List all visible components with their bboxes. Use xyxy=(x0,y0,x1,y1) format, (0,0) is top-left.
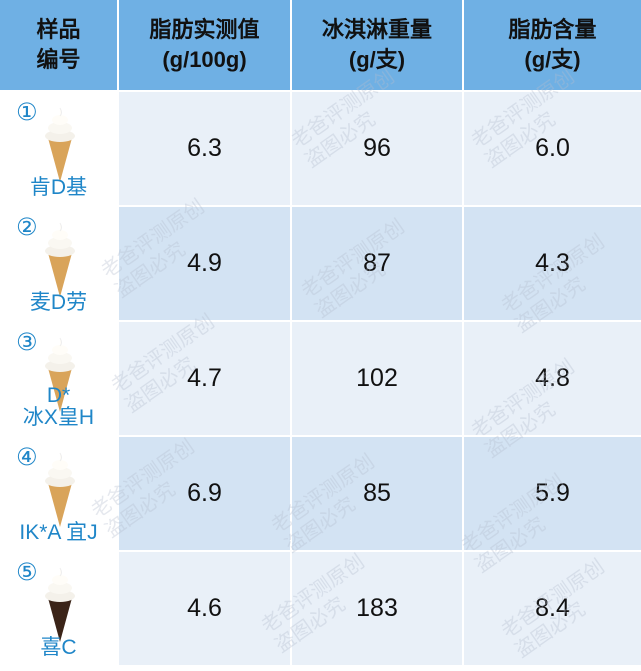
value-cell: 8.4 xyxy=(464,552,641,665)
sample-name-line: D* xyxy=(46,384,71,407)
sample-name: 肯D基 xyxy=(0,177,117,199)
header-cell: 脂肪实测值 (g/100g) xyxy=(119,0,290,90)
value-cell: 4.7 xyxy=(119,322,290,435)
ice-cream-image xyxy=(45,107,75,182)
header-text: 样品 xyxy=(36,17,81,42)
sample-name-line: 麦D劳 xyxy=(29,291,88,314)
sample-number: ③ xyxy=(16,329,38,356)
sample-name: 喜C xyxy=(0,637,117,659)
value-cell: 96 xyxy=(292,92,462,205)
sample-number: ② xyxy=(16,214,38,241)
sample-name: 麦D劳 xyxy=(0,292,117,314)
sample-cell: ③ D* 冰X皇H xyxy=(0,322,117,435)
value-cell: 6.9 xyxy=(119,437,290,550)
value-cell: 4.8 xyxy=(464,322,641,435)
header-text: (g/100g) xyxy=(162,47,247,72)
sample-name: IK*A 宜J xyxy=(0,522,117,544)
ice-cream-image xyxy=(45,222,75,297)
ice-cream-image xyxy=(45,567,75,642)
header-text: (g/支) xyxy=(524,47,581,72)
sample-number: ⑤ xyxy=(16,559,38,586)
value-cell: 183 xyxy=(292,552,462,665)
header-text: 脂肪实测值 xyxy=(149,17,260,42)
header-cell: 冰淇淋重量 (g/支) xyxy=(292,0,462,90)
ice-cream-image xyxy=(45,337,75,412)
ice-cream-image xyxy=(45,452,75,527)
value-cell: 4.3 xyxy=(464,207,641,320)
value-cell: 87 xyxy=(292,207,462,320)
value-cell: 102 xyxy=(292,322,462,435)
sample-number: ① xyxy=(16,99,38,126)
sample-name: D* 冰X皇H xyxy=(0,385,117,429)
sample-cell: ⑤ 喜C xyxy=(0,552,117,665)
header-text: 脂肪含量 xyxy=(508,17,597,42)
value-cell: 4.9 xyxy=(119,207,290,320)
header-text: 冰淇淋重量 xyxy=(321,17,432,42)
sample-number: ④ xyxy=(16,444,38,471)
sample-name-line: 冰X皇H xyxy=(22,406,95,429)
header-text: 编号 xyxy=(36,47,81,72)
value-cell: 4.6 xyxy=(119,552,290,665)
header-text: (g/支) xyxy=(348,47,406,72)
value-cell: 6.3 xyxy=(119,92,290,205)
sample-name-line: 肯D基 xyxy=(29,176,88,199)
value-cell: 6.0 xyxy=(464,92,641,205)
header-cell: 脂肪含量 (g/支) xyxy=(464,0,641,90)
sample-cell: ④ IK*A 宜J xyxy=(0,437,117,550)
sample-cell: ② 麦D劳 xyxy=(0,207,117,320)
sample-name-line: IK*A 宜J xyxy=(19,521,98,544)
sample-cell: ① 肯D基 xyxy=(0,92,117,205)
value-cell: 85 xyxy=(292,437,462,550)
value-cell: 5.9 xyxy=(464,437,641,550)
sample-name-line: 喜C xyxy=(40,636,77,659)
header-cell: 样品 编号 xyxy=(0,0,117,90)
